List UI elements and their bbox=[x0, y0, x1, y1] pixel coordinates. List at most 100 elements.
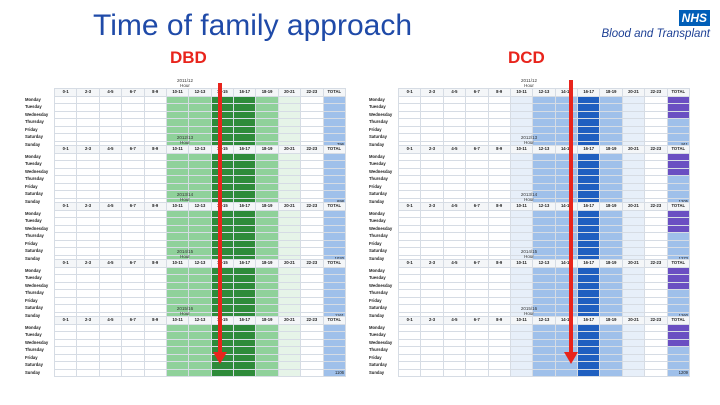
heat-cell bbox=[143, 368, 167, 377]
heat-cell bbox=[576, 118, 601, 127]
heat-cell bbox=[621, 103, 646, 112]
day-label: Sunday bbox=[25, 369, 41, 375]
heat-cell bbox=[576, 232, 601, 241]
heat-cell bbox=[465, 152, 489, 161]
hour-header: TOTAL bbox=[322, 88, 346, 97]
table-row: Tuesday bbox=[368, 103, 690, 112]
hour-header: 20-21 bbox=[621, 88, 646, 97]
heat-cell bbox=[644, 274, 668, 283]
hour-header: 18-19 bbox=[255, 202, 279, 211]
heat-cell bbox=[255, 103, 279, 112]
hour-header: 18-19 bbox=[599, 88, 623, 97]
hour-header: 20-21 bbox=[621, 202, 646, 211]
hour-header: 18-19 bbox=[255, 88, 279, 97]
heat-cell bbox=[621, 217, 646, 226]
hour-header: 22-23 bbox=[644, 259, 668, 268]
heat-cell bbox=[621, 368, 646, 377]
heat-cell bbox=[143, 346, 167, 355]
day-label: Saturday bbox=[369, 191, 387, 197]
dcd-arrow-shaft bbox=[569, 80, 573, 355]
heat-cell bbox=[143, 353, 167, 362]
table-row: Tuesday bbox=[368, 217, 690, 226]
table-hour-label: Hour bbox=[524, 83, 534, 88]
heat-cell bbox=[210, 296, 235, 305]
table-year: 2014/15 bbox=[176, 249, 194, 254]
heat-cell bbox=[277, 217, 302, 226]
heat-cell bbox=[599, 118, 623, 127]
heat-cell bbox=[465, 110, 489, 119]
hour-header: 6-7 bbox=[465, 259, 489, 268]
hour-header: 14-15 bbox=[210, 145, 235, 154]
heat-cell bbox=[232, 289, 257, 298]
heat-cell bbox=[98, 95, 123, 104]
heat-cell bbox=[465, 338, 489, 347]
heat-cell bbox=[121, 361, 145, 370]
day-label: Wednesday bbox=[369, 168, 393, 174]
heat-cell bbox=[255, 182, 279, 191]
heat-cell bbox=[53, 217, 78, 226]
heat-cell bbox=[420, 368, 444, 377]
heat-cell bbox=[644, 368, 668, 377]
heat-cell bbox=[165, 266, 190, 275]
heat-cell bbox=[121, 175, 145, 184]
hour-header: 2-3 bbox=[420, 145, 444, 154]
table-row: Monday bbox=[368, 209, 690, 218]
heat-cell bbox=[509, 209, 534, 218]
day-label: Monday bbox=[25, 324, 41, 330]
heat-cell bbox=[76, 368, 100, 377]
heat-cell bbox=[397, 232, 422, 241]
heat-cell bbox=[599, 274, 623, 283]
hour-header: 4-5 bbox=[442, 88, 467, 97]
heat-cell bbox=[322, 182, 346, 191]
heat-cell bbox=[509, 95, 534, 104]
heat-cell bbox=[255, 224, 279, 233]
heat-cell bbox=[666, 239, 690, 248]
heat-cell bbox=[143, 289, 167, 298]
heat-cell bbox=[666, 167, 690, 176]
heat-cell bbox=[53, 239, 78, 248]
heat-cell bbox=[143, 281, 167, 290]
table-grand-total: 1209 bbox=[678, 370, 688, 375]
heat-cell bbox=[322, 266, 346, 275]
heat-cell bbox=[599, 103, 623, 112]
hour-header: 6-7 bbox=[465, 316, 489, 325]
heat-cell bbox=[53, 361, 78, 370]
table-row: Sunday bbox=[368, 254, 690, 263]
hour-header: 22-23 bbox=[300, 88, 324, 97]
heat-cell bbox=[621, 331, 646, 340]
heat-cell bbox=[554, 110, 579, 119]
heat-cell bbox=[98, 167, 123, 176]
day-label: Saturday bbox=[25, 362, 43, 368]
heat-cell bbox=[621, 182, 646, 191]
logo-subtitle: Blood and Transplant bbox=[601, 28, 710, 40]
hour-header: 8-9 bbox=[487, 202, 511, 211]
heatmap-table: 0-1 2-3 4-5 6-7 8-9 10-11 12-13 14-15 16-17 18-19… bbox=[368, 202, 690, 263]
heat-cell bbox=[188, 296, 212, 305]
heat-cell bbox=[98, 175, 123, 184]
hour-header: 22-23 bbox=[644, 202, 668, 211]
hour-header: TOTAL bbox=[666, 316, 690, 325]
heat-cell bbox=[465, 289, 489, 298]
heat-cell bbox=[255, 368, 279, 377]
hour-header: 14-15 bbox=[210, 88, 235, 97]
heat-cell bbox=[576, 289, 601, 298]
heat-cell bbox=[532, 167, 556, 176]
heat-cell bbox=[532, 274, 556, 283]
heat-cell bbox=[666, 361, 690, 370]
heat-cell bbox=[666, 209, 690, 218]
heat-cell bbox=[621, 232, 646, 241]
heat-cell bbox=[143, 217, 167, 226]
heat-cell bbox=[420, 266, 444, 275]
heat-cell bbox=[532, 266, 556, 275]
hour-header: 20-21 bbox=[277, 145, 302, 154]
hour-header: 10-11 bbox=[165, 202, 190, 211]
heat-cell bbox=[232, 175, 257, 184]
heat-cell bbox=[420, 274, 444, 283]
heat-cell bbox=[165, 125, 190, 134]
heat-cell bbox=[165, 217, 190, 226]
heat-cell bbox=[210, 125, 235, 134]
hour-header: 20-21 bbox=[621, 145, 646, 154]
heat-cell bbox=[487, 175, 511, 184]
hour-header: 14-15 bbox=[554, 145, 579, 154]
heat-cell bbox=[465, 266, 489, 275]
